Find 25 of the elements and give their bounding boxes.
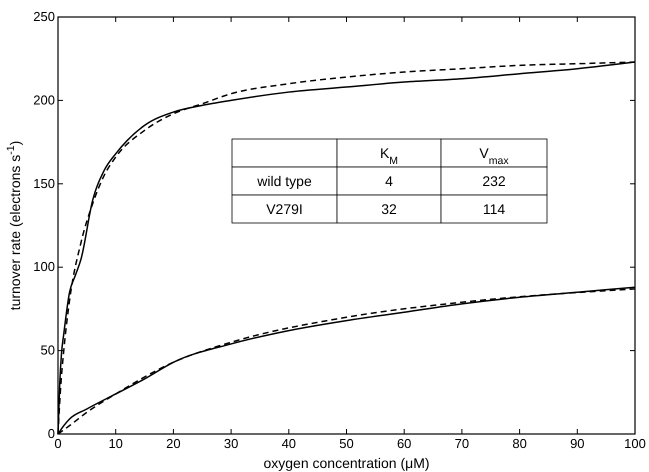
y-tick-label: 50	[40, 342, 55, 358]
annotation: V279I	[266, 201, 303, 217]
x-tick-label: 40	[282, 436, 296, 451]
x-tick-label: 100	[624, 436, 646, 451]
x-tick-label: 10	[108, 436, 123, 451]
x-tick-label: 80	[512, 436, 527, 451]
annotation: 232	[482, 173, 506, 189]
x-tick-label: 20	[166, 436, 181, 451]
annotation: V$_{max}$	[479, 145, 510, 167]
annotation: K$_{M}$	[380, 145, 398, 167]
x-tick-label: 50	[339, 436, 354, 451]
y-tick-label: 250	[33, 9, 55, 24]
y-tick-label: 200	[33, 92, 55, 108]
x-tick-label: 90	[570, 436, 585, 451]
x-tick-label: 30	[224, 436, 238, 451]
y-tick-label: 150	[33, 176, 55, 191]
annotation: wild type	[256, 173, 312, 189]
y-tick-label: 100	[33, 259, 55, 274]
x-tick-label: 60	[396, 436, 412, 451]
y-tick-label: 0	[48, 426, 55, 441]
annotation: 114	[482, 201, 506, 217]
annotation: 4	[385, 173, 394, 189]
x-axis-title: oxygen concentration (μM)	[263, 455, 430, 471]
annotation: 32	[381, 201, 397, 217]
x-tick-label: 70	[454, 436, 470, 451]
